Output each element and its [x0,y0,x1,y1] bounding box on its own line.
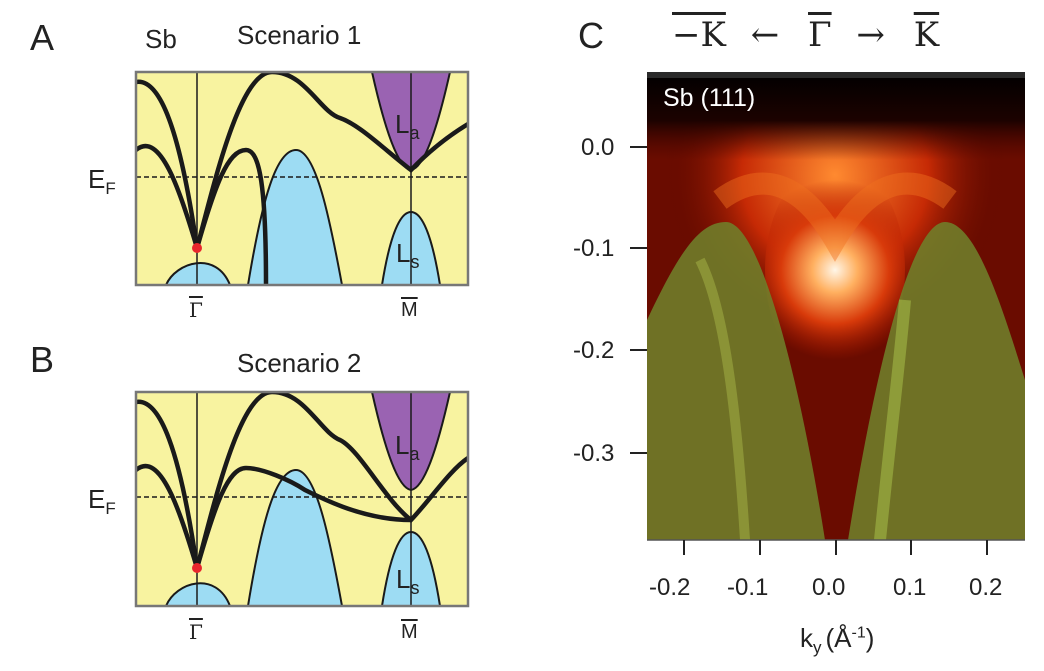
panel-c-sample-label: Sb (111) [663,84,756,112]
panel-b-gamma-label: Γ [189,620,203,644]
panel-b-la-label: La [395,430,420,465]
y-tick-label-3: -0.3 [573,440,615,467]
panel-b-frame [134,390,470,608]
panel-a-la-label: La [395,109,420,144]
panel-b-surface-band-inner-right [194,465,412,569]
panel-a-surface-band-outer-right [194,72,468,249]
panel-b-letter: B [30,339,55,380]
panel-a-dirac-point [192,243,202,253]
panel-a-gamma-bulk-pocket [164,262,232,285]
panel-a-ef-label: EF [88,164,116,199]
panel-b-title: Scenario 2 [237,348,362,378]
panel-c-direction-header: −K ← Γ → K [672,18,939,52]
panel-b-ef-label: EF [88,484,116,519]
x-tick-label-4: 0.2 [969,574,1003,601]
direction-left: −K [672,15,726,55]
panel-a-letter: A [30,17,55,58]
panel-a-ls-label: Ls [396,238,420,273]
y-tick-label-0: 0.0 [581,134,615,161]
direction-right: K [913,15,940,55]
panel-b-gamma-bulk-pocket [164,582,232,606]
x-axis-label: ky (Å-1) [800,623,875,658]
direction-arrow-right: → [856,15,885,55]
panel-c-letter: C [578,15,604,56]
arpes-x-ticks [683,540,988,555]
x-tick-label-3: 0.1 [893,574,927,601]
arpes-bulk-overlay-left [647,222,825,540]
y-tick-label-1: -0.1 [573,235,615,262]
arpes-map [647,72,1025,540]
x-tick-label-2: 0.0 [812,574,846,601]
panel-a-element-label: Sb [145,24,177,54]
panel-a-gamma-label: Γ [189,298,203,322]
direction-arrow-left: ← [750,15,780,55]
panel-a-m-label: M [401,299,418,321]
panel-b-m-label: M [401,621,418,643]
panel-a-surface-band-inner-right [194,147,269,285]
panel-b-dirac-point [192,563,202,573]
y-tick-label-2: -0.2 [573,337,615,364]
arpes-v-bands [713,172,957,262]
panel-a-frame [134,70,470,287]
x-tick-label-0: -0.2 [649,574,691,601]
panel-a-surface-band-inner-left [136,143,200,249]
panel-b-surface-band-outer-left [136,399,200,569]
direction-center: Γ [808,15,832,55]
panel-a-surface-band-outer-left [136,79,200,249]
arpes-y-ticks [630,146,647,454]
panel-b-mid-bulk-pocket [246,468,344,606]
panel-b-ls-label: Ls [396,564,420,599]
panel-a-mid-bulk-pocket [246,148,344,285]
panel-b-surface-band-inner-left [136,463,200,569]
arpes-intensity-hotspot [765,160,905,380]
x-tick-label-1: -0.1 [727,574,769,601]
panel-a-title: Scenario 1 [237,20,362,50]
panel-b-surface-band-outer-right [194,392,468,569]
